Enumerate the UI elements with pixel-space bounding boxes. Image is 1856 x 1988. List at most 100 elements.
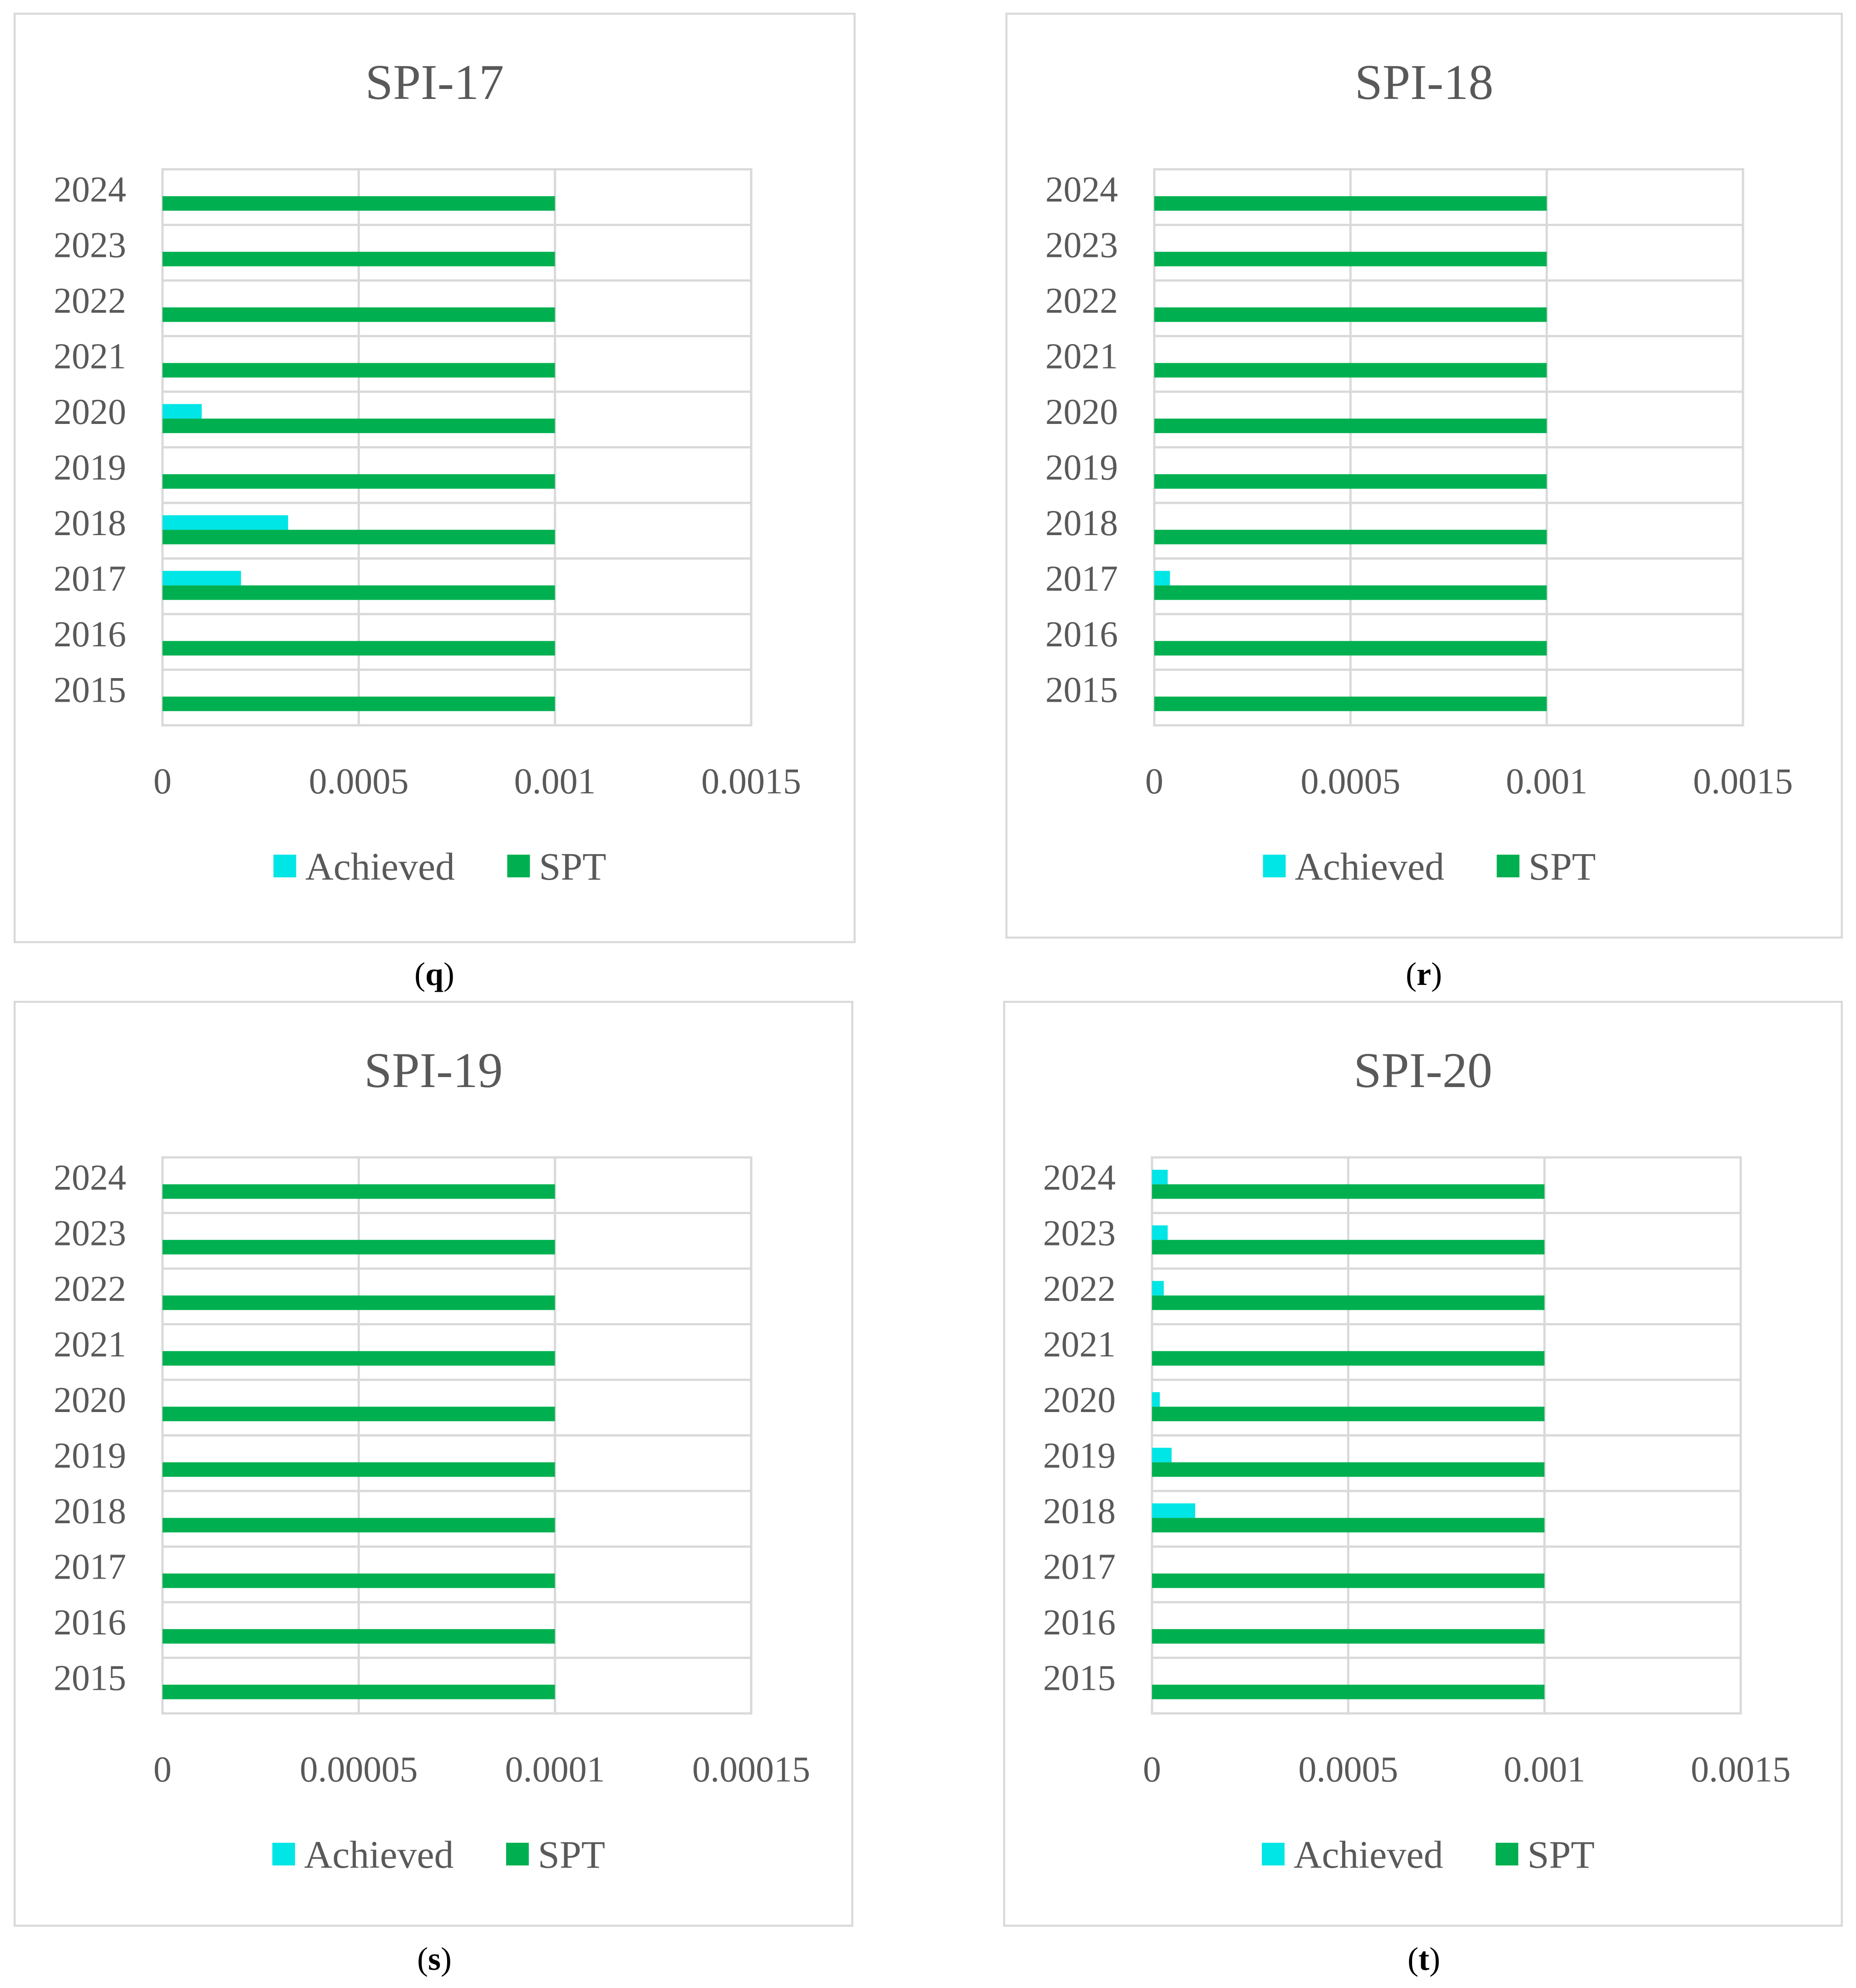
- bar-spt: [162, 251, 555, 266]
- bar-spt: [1154, 641, 1547, 656]
- bar-spt: [1152, 1407, 1545, 1422]
- x-tick-label: 0: [153, 762, 172, 802]
- y-tick-label: 2022: [54, 1269, 126, 1309]
- bar-spt: [1152, 1573, 1545, 1588]
- y-tick-label: 2016: [54, 615, 126, 654]
- bar-achieved: [1152, 1225, 1168, 1240]
- caption-s: (s): [417, 1941, 452, 1977]
- y-tick-label: 2015: [1043, 1658, 1116, 1698]
- y-tick-label: 2020: [54, 392, 126, 432]
- legend-swatch-spt: [506, 1843, 529, 1865]
- x-tick-label: 0.0015: [701, 762, 801, 802]
- bar-spt: [162, 1684, 555, 1699]
- bar-spt: [162, 474, 555, 489]
- caption-letter-t: t: [1418, 1941, 1429, 1977]
- bar-achieved: [1154, 571, 1170, 586]
- bar-spt: [1152, 1295, 1545, 1310]
- y-tick-label: 2024: [1045, 170, 1118, 210]
- x-tick-label: 0.0001: [505, 1750, 605, 1790]
- x-tick-label: 0.001: [514, 762, 596, 802]
- bar-achieved: [1152, 1392, 1160, 1407]
- chart-panel-s: SPI-19 0 0.00005 0.0001 0.00015 2015 2016 2017 2…: [14, 1001, 853, 1927]
- bar-spt: [1152, 1184, 1545, 1199]
- caption-letter-s: s: [428, 1941, 441, 1977]
- y-tick-label: 2023: [1045, 226, 1118, 266]
- bar-spt: [162, 1351, 555, 1366]
- x-tick-label: 0.001: [1504, 1750, 1585, 1790]
- x-tick-label: 0.0005: [309, 762, 409, 802]
- chart-panel-r: SPI-18 0 0.0005 0.001 0.0015 2015 2016 2017 2018…: [1005, 13, 1843, 939]
- y-tick-label: 2021: [54, 1325, 126, 1365]
- chart-svg-t: SPI-20 0 0.0005 0.001 0.0015 2015 2016 2017 2018…: [1003, 1001, 1843, 1927]
- legend-label-achieved: Achieved: [305, 845, 455, 888]
- bar-spt: [1152, 1629, 1545, 1644]
- chart-panel-t: SPI-20 0 0.0005 0.001 0.0015 2015 2016 2017 2018…: [1003, 1001, 1843, 1927]
- y-tick-label: 2018: [54, 503, 126, 543]
- bar-spt: [162, 1407, 555, 1422]
- bar-achieved: [1152, 1170, 1168, 1185]
- bar-spt: [1152, 1462, 1545, 1477]
- y-tick-label: 2023: [1043, 1214, 1116, 1254]
- bar-spt: [162, 1240, 555, 1255]
- bar-spt: [162, 696, 555, 711]
- chart-title: SPI-20: [1354, 1043, 1492, 1098]
- y-tick-label: 2020: [54, 1380, 126, 1420]
- y-tick-label: 2019: [54, 448, 126, 488]
- legend-swatch-spt: [1497, 855, 1520, 877]
- bar-spt: [1154, 363, 1547, 378]
- legend-swatch-achieved: [273, 855, 296, 877]
- bar-spt: [162, 641, 555, 656]
- chart-svg-q: SPI-17 0 0.0005 0.001 0.0015 2015 2016 2017 2018…: [14, 13, 856, 943]
- caption-letter-r: r: [1417, 956, 1431, 992]
- bar-spt: [1154, 696, 1547, 711]
- legend-swatch-achieved: [1262, 1843, 1285, 1865]
- bar-achieved: [162, 571, 241, 586]
- y-tick-label: 2017: [54, 1547, 126, 1587]
- x-tick-label: 0.0015: [1691, 1750, 1791, 1790]
- x-tick-label: 0.0005: [1298, 1750, 1398, 1790]
- x-tick-label: 0: [153, 1750, 172, 1790]
- y-tick-label: 2019: [1045, 448, 1118, 488]
- y-tick-label: 2019: [54, 1436, 126, 1476]
- x-tick-label: 0: [1143, 1750, 1161, 1790]
- y-tick-label: 2021: [1045, 337, 1118, 377]
- legend-label-achieved: Achieved: [1295, 845, 1445, 888]
- bar-spt: [1154, 251, 1547, 266]
- bar-spt: [162, 1462, 555, 1477]
- legend-label-spt: SPT: [539, 845, 606, 888]
- y-tick-label: 2021: [54, 337, 126, 377]
- legend-swatch-spt: [1496, 1843, 1518, 1865]
- legend-label-achieved: Achieved: [1294, 1833, 1443, 1876]
- bar-spt: [162, 585, 555, 600]
- y-tick-label: 2016: [1043, 1603, 1116, 1643]
- chart-title: SPI-19: [364, 1043, 503, 1098]
- bar-spt: [1154, 307, 1547, 322]
- y-tick-label: 2024: [54, 170, 126, 210]
- chart-title: SPI-18: [1355, 54, 1494, 110]
- caption-letter-q: q: [425, 956, 444, 992]
- bar-spt: [1154, 474, 1547, 489]
- y-tick-label: 2015: [54, 1658, 126, 1698]
- legend-label-spt: SPT: [1529, 845, 1596, 888]
- y-tick-label: 2017: [54, 559, 126, 599]
- chart-svg-r: SPI-18 0 0.0005 0.001 0.0015 2015 2016 2017 2018…: [1005, 13, 1843, 939]
- bar-spt: [162, 196, 555, 211]
- y-tick-label: 2022: [1043, 1269, 1116, 1309]
- legend-label-spt: SPT: [1527, 1833, 1595, 1876]
- y-tick-label: 2017: [1043, 1547, 1116, 1587]
- x-tick-label: 0.001: [1506, 762, 1588, 802]
- bar-spt: [162, 363, 555, 378]
- y-tick-label: 2022: [1045, 281, 1118, 321]
- bar-spt: [162, 1184, 555, 1199]
- bar-spt: [1154, 418, 1547, 433]
- bar-spt: [162, 1573, 555, 1588]
- caption-r: (r): [1406, 956, 1442, 992]
- y-tick-label: 2023: [54, 1214, 126, 1254]
- y-tick-label: 2015: [54, 670, 126, 710]
- bar-spt: [1152, 1518, 1545, 1533]
- x-tick-label: 0.00005: [300, 1750, 418, 1790]
- y-tick-label: 2015: [1045, 670, 1118, 710]
- x-tick-label: 0.0005: [1300, 762, 1400, 802]
- legend-swatch-achieved: [1263, 855, 1286, 877]
- bar-achieved: [1152, 1503, 1196, 1518]
